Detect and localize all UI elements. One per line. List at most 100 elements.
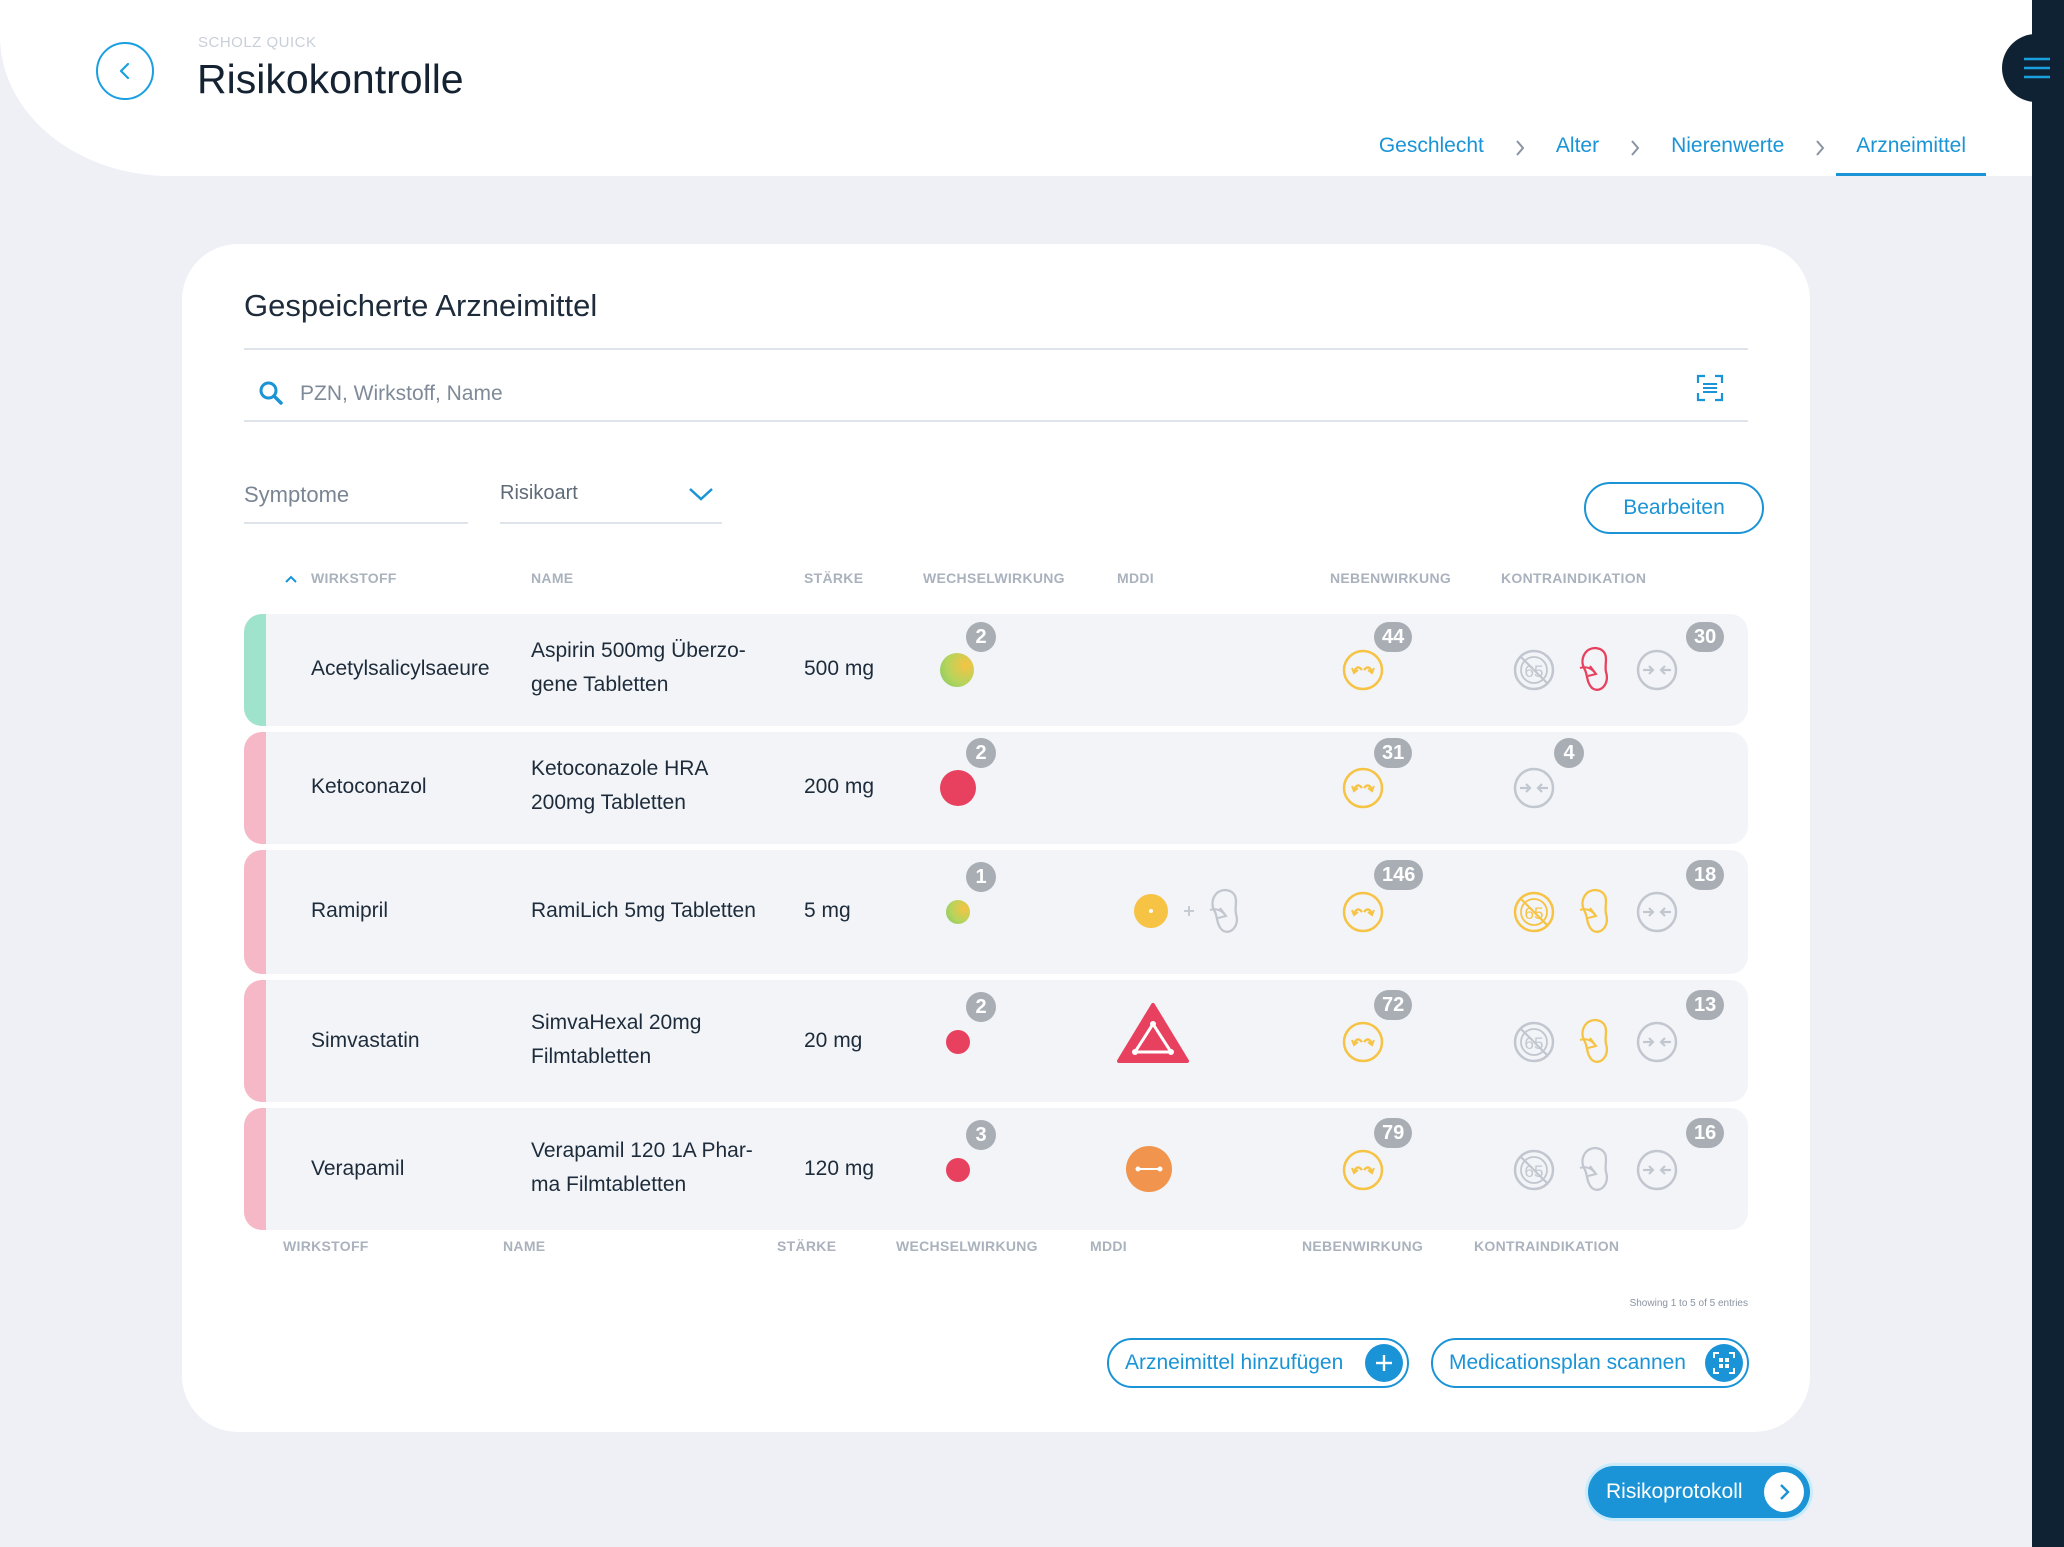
column-header-nebenwirkung[interactable]: NEBENWIRKUNG bbox=[1330, 570, 1452, 586]
table-row[interactable]: Ketoconazol Ketoconazole HRA 200mg Table… bbox=[244, 732, 1748, 844]
side-effect-count-badge: 79 bbox=[1374, 1118, 1413, 1148]
side-effect-icon[interactable] bbox=[1341, 1148, 1385, 1192]
chevron-right-icon bbox=[1810, 122, 1830, 158]
cell-staerke: 200 mg bbox=[804, 775, 875, 798]
search-input[interactable] bbox=[300, 376, 1600, 412]
interaction-level-dot[interactable] bbox=[946, 900, 970, 924]
warning-triangle-icon[interactable] bbox=[1116, 1002, 1190, 1064]
page-title: Risikokontrolle bbox=[197, 56, 464, 102]
interaction-level-dot[interactable] bbox=[946, 1030, 970, 1054]
side-effect-count-badge: 146 bbox=[1374, 860, 1424, 890]
side-effect-icon[interactable] bbox=[1341, 890, 1385, 934]
cell-name-line1: Ketoconazole HRA bbox=[531, 757, 709, 780]
chevron-down-icon bbox=[689, 488, 713, 501]
chevron-right-icon bbox=[1625, 122, 1645, 158]
menu-button[interactable] bbox=[2002, 34, 2064, 102]
sort-ascending-icon[interactable] bbox=[284, 574, 298, 584]
column-header-mddi[interactable]: MDDI bbox=[1117, 570, 1154, 586]
interaction-level-dot[interactable] bbox=[946, 1158, 970, 1182]
plus-icon bbox=[1376, 1355, 1392, 1371]
interaction-icon[interactable] bbox=[1635, 648, 1679, 692]
step-arzneimittel[interactable]: Arzneimittel bbox=[1836, 122, 1986, 176]
mddi-level-dot[interactable] bbox=[1134, 894, 1168, 928]
contraindication-count-badge: 13 bbox=[1686, 990, 1725, 1020]
risikoart-select[interactable]: Risikoart bbox=[500, 470, 722, 524]
scan-medication-plan-button[interactable]: Medicationsplan scannen bbox=[1431, 1338, 1749, 1388]
side-effect-count-badge: 31 bbox=[1374, 738, 1413, 768]
age-65-icon[interactable]: 65 bbox=[1512, 648, 1556, 692]
column-footer-staerke: STÄRKE bbox=[777, 1238, 837, 1254]
age-65-icon[interactable]: 65 bbox=[1512, 1020, 1556, 1064]
row-status-stripe bbox=[244, 1108, 266, 1230]
cell-name-line1: SimvaHexal 20mg bbox=[531, 1011, 702, 1034]
entries-info: Showing 1 to 5 of 5 entries bbox=[1629, 1298, 1748, 1309]
table-row[interactable]: Acetylsalicylsaeure Aspirin 500mg Überzo… bbox=[244, 614, 1748, 726]
back-icon bbox=[119, 62, 130, 80]
cell-wirkstoff: Ramipril bbox=[311, 899, 389, 922]
kidney-icon[interactable] bbox=[1574, 886, 1614, 936]
mddi-dot-center bbox=[1149, 909, 1153, 913]
age-65-icon[interactable]: 65 bbox=[1512, 890, 1556, 934]
interaction-icon[interactable] bbox=[1512, 766, 1556, 810]
interaction-count-badge: 2 bbox=[966, 992, 996, 1022]
kidney-icon[interactable] bbox=[1204, 886, 1244, 936]
cell-staerke: 500 mg bbox=[804, 657, 875, 680]
step-alter[interactable]: Alter bbox=[1555, 134, 1600, 157]
column-header-name[interactable]: NAME bbox=[531, 570, 574, 586]
table-row[interactable]: Ramipril RamiLich 5mg Tabletten 5 mg 1 1… bbox=[244, 850, 1748, 974]
interaction-icon[interactable] bbox=[1635, 1148, 1679, 1192]
back-button[interactable] bbox=[96, 42, 154, 100]
cell-wirkstoff: Acetylsalicylsaeure bbox=[311, 657, 490, 680]
column-header-wechselwirkung[interactable]: WECHSELWIRKUNG bbox=[923, 570, 1065, 586]
scan-medication-plan-label: Medicationsplan scannen bbox=[1449, 1351, 1686, 1374]
interaction-level-dot[interactable] bbox=[940, 653, 974, 687]
kidney-icon[interactable] bbox=[1574, 1144, 1614, 1194]
table-row[interactable]: Verapamil Verapamil 120 1A Phar- ma Film… bbox=[244, 1108, 1748, 1230]
column-footer-wirkstoff: WIRKSTOFF bbox=[283, 1238, 369, 1254]
column-header-wirkstoff[interactable]: WIRKSTOFF bbox=[311, 570, 397, 586]
kidney-icon[interactable] bbox=[1574, 1016, 1614, 1066]
risikoart-label: Risikoart bbox=[500, 482, 578, 504]
medications-card: Gespeicherte Arzneimittel Symptome Risik… bbox=[182, 244, 1810, 1432]
scan-icon[interactable] bbox=[1696, 374, 1724, 402]
cell-wirkstoff: Simvastatin bbox=[311, 1029, 420, 1052]
edit-button[interactable]: Bearbeiten bbox=[1584, 482, 1764, 534]
risk-protocol-label: Risikoprotokoll bbox=[1606, 1480, 1743, 1503]
app-label: SCHOLZ QUICK bbox=[198, 34, 317, 51]
age-65-icon[interactable]: 65 bbox=[1512, 1148, 1556, 1192]
symptome-filter[interactable]: Symptome bbox=[244, 470, 468, 524]
column-header-staerke[interactable]: STÄRKE bbox=[804, 570, 864, 586]
side-effect-icon[interactable] bbox=[1341, 766, 1385, 810]
cell-name-line2: ma Filmtabletten bbox=[531, 1173, 687, 1196]
menu-icon bbox=[2024, 57, 2050, 79]
interaction-count-badge: 2 bbox=[966, 738, 996, 768]
risk-protocol-button[interactable]: Risikoprotokoll bbox=[1588, 1466, 1810, 1518]
cell-name-line1: Aspirin 500mg Überzo- bbox=[531, 639, 746, 662]
chevron-right-icon bbox=[1780, 1484, 1790, 1500]
side-effect-icon[interactable] bbox=[1341, 1020, 1385, 1064]
column-header-kontraindikation[interactable]: KONTRAINDIKATION bbox=[1501, 570, 1647, 586]
add-circle bbox=[1365, 1344, 1403, 1382]
row-status-stripe bbox=[244, 732, 266, 844]
cell-name-line2: Filmtabletten bbox=[531, 1045, 652, 1068]
column-footer-name: NAME bbox=[503, 1238, 546, 1254]
add-medication-button[interactable]: Arzneimittel hinzufügen bbox=[1107, 1338, 1409, 1388]
cell-name-line2: gene Tabletten bbox=[531, 673, 669, 696]
row-status-stripe bbox=[244, 980, 266, 1102]
contraindication-count-badge: 30 bbox=[1686, 622, 1725, 652]
side-effect-icon[interactable] bbox=[1341, 648, 1385, 692]
step-geschlecht[interactable]: Geschlecht bbox=[1378, 134, 1484, 157]
step-nierenwerte[interactable]: Nierenwerte bbox=[1671, 134, 1785, 157]
table-row[interactable]: Simvastatin SimvaHexal 20mg Filmtablette… bbox=[244, 980, 1748, 1102]
cell-name-line1: Verapamil 120 1A Phar- bbox=[531, 1139, 753, 1162]
column-footer-kontraindikation: KONTRAINDIKATION bbox=[1474, 1238, 1620, 1254]
cell-staerke: 20 mg bbox=[804, 1029, 863, 1052]
interaction-icon[interactable] bbox=[1635, 1020, 1679, 1064]
side-menu-bar bbox=[2032, 0, 2064, 1547]
kidney-icon[interactable] bbox=[1574, 644, 1614, 694]
interaction-icon[interactable] bbox=[1635, 890, 1679, 934]
interaction-level-dot[interactable] bbox=[940, 770, 976, 806]
mddi-level-dot[interactable] bbox=[1126, 1146, 1172, 1192]
scan-circle bbox=[1705, 1344, 1743, 1382]
search-icon bbox=[259, 381, 283, 405]
